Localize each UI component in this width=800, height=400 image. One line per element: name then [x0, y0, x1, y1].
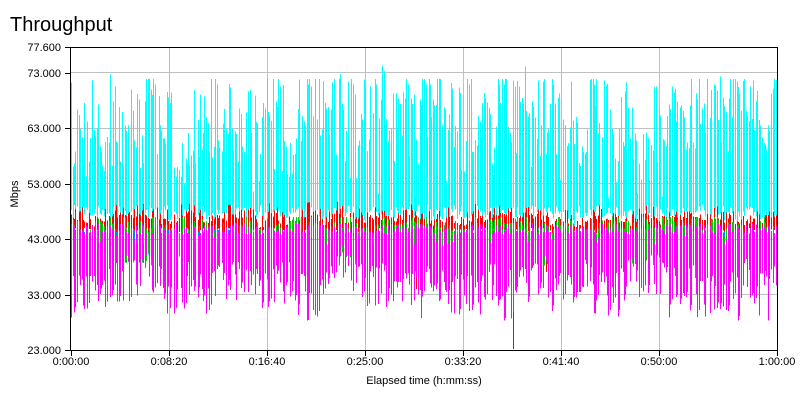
svg-text:0:00:00: 0:00:00 [53, 356, 90, 368]
svg-text:0:50:00: 0:50:00 [641, 356, 678, 368]
svg-text:73.000: 73.000 [27, 68, 61, 80]
svg-text:33.000: 33.000 [27, 290, 61, 302]
svg-text:0:16:40: 0:16:40 [249, 356, 286, 368]
svg-text:0:25:00: 0:25:00 [347, 356, 384, 368]
svg-text:0:33:20: 0:33:20 [445, 356, 482, 368]
svg-text:1:00:00: 1:00:00 [759, 356, 796, 368]
svg-text:0:41:40: 0:41:40 [543, 356, 580, 368]
svg-text:53.000: 53.000 [27, 179, 61, 191]
svg-text:Elapsed time (h:mm:ss): Elapsed time (h:mm:ss) [366, 375, 482, 387]
svg-text:77.600: 77.600 [27, 42, 61, 54]
svg-text:63.000: 63.000 [27, 123, 61, 135]
svg-text:23.000: 23.000 [27, 345, 61, 357]
svg-text:Mbps: Mbps [9, 180, 21, 207]
svg-text:0:08:20: 0:08:20 [151, 356, 188, 368]
svg-text:Throughput: Throughput [10, 14, 113, 36]
svg-text:43.000: 43.000 [27, 234, 61, 246]
